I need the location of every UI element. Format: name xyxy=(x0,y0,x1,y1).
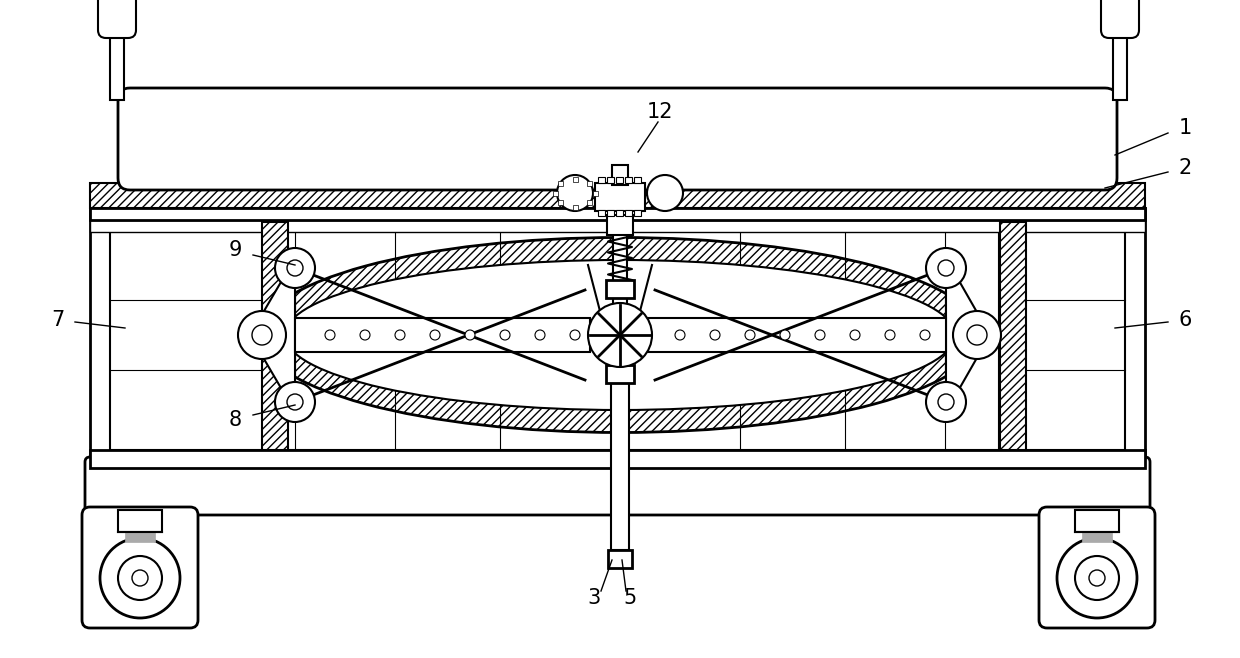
Bar xyxy=(608,215,632,235)
Text: 1: 1 xyxy=(1178,118,1192,138)
Circle shape xyxy=(780,330,790,340)
FancyBboxPatch shape xyxy=(118,88,1117,190)
Circle shape xyxy=(647,175,683,211)
Bar xyxy=(118,510,162,532)
Bar xyxy=(611,370,629,550)
FancyBboxPatch shape xyxy=(1101,0,1140,38)
Bar xyxy=(625,210,632,216)
Bar xyxy=(593,191,598,196)
Circle shape xyxy=(815,330,825,340)
Text: 6: 6 xyxy=(1178,310,1192,330)
Circle shape xyxy=(534,330,546,340)
Circle shape xyxy=(131,570,148,586)
Bar xyxy=(999,222,1025,450)
Bar xyxy=(625,177,632,183)
Circle shape xyxy=(118,556,162,600)
Circle shape xyxy=(396,330,405,340)
Circle shape xyxy=(1075,556,1118,600)
Text: 3: 3 xyxy=(588,588,600,608)
Circle shape xyxy=(937,260,954,276)
Bar xyxy=(91,183,1145,208)
Text: 12: 12 xyxy=(647,102,673,122)
Bar xyxy=(613,183,627,208)
Bar xyxy=(634,177,641,183)
Bar xyxy=(587,200,591,205)
Circle shape xyxy=(238,311,286,359)
Circle shape xyxy=(937,394,954,410)
FancyBboxPatch shape xyxy=(82,507,198,628)
Bar xyxy=(295,318,590,352)
Text: 7: 7 xyxy=(51,310,64,330)
Bar xyxy=(1075,510,1118,532)
Circle shape xyxy=(954,311,1001,359)
Circle shape xyxy=(360,330,370,340)
Bar xyxy=(91,208,1145,463)
Circle shape xyxy=(1089,570,1105,586)
Bar xyxy=(1083,532,1112,542)
Bar xyxy=(1114,20,1127,100)
Bar xyxy=(606,365,634,383)
Bar xyxy=(573,177,578,182)
Circle shape xyxy=(711,330,720,340)
Bar xyxy=(598,177,605,183)
Bar xyxy=(558,181,563,186)
Bar xyxy=(649,318,946,352)
Bar xyxy=(598,210,605,216)
Circle shape xyxy=(275,248,315,288)
Circle shape xyxy=(588,303,652,367)
Bar xyxy=(608,550,632,568)
Circle shape xyxy=(286,394,303,410)
Circle shape xyxy=(745,330,755,340)
Bar xyxy=(558,200,563,205)
Text: 9: 9 xyxy=(228,240,242,260)
Circle shape xyxy=(926,248,966,288)
Circle shape xyxy=(100,538,180,618)
Bar xyxy=(616,210,622,216)
Bar xyxy=(634,210,641,216)
Bar xyxy=(613,165,627,185)
Polygon shape xyxy=(250,258,295,412)
Circle shape xyxy=(325,330,335,340)
Text: 5: 5 xyxy=(624,588,636,608)
Circle shape xyxy=(430,330,440,340)
Circle shape xyxy=(1056,538,1137,618)
Circle shape xyxy=(967,325,987,345)
Circle shape xyxy=(500,330,510,340)
Bar xyxy=(110,20,124,100)
Bar xyxy=(91,208,1145,220)
Bar xyxy=(613,222,627,370)
Bar xyxy=(608,210,614,216)
Polygon shape xyxy=(946,258,990,412)
Bar xyxy=(606,280,634,298)
Bar xyxy=(91,220,1145,232)
Ellipse shape xyxy=(285,260,955,410)
Bar xyxy=(608,177,614,183)
Bar xyxy=(553,191,558,196)
Bar xyxy=(573,205,578,210)
Circle shape xyxy=(885,330,895,340)
Text: 2: 2 xyxy=(1178,158,1192,178)
Text: 8: 8 xyxy=(228,410,242,430)
FancyBboxPatch shape xyxy=(98,0,136,38)
Circle shape xyxy=(926,382,966,422)
Circle shape xyxy=(920,330,930,340)
Bar xyxy=(110,222,1125,450)
Circle shape xyxy=(849,330,861,340)
Bar xyxy=(587,181,591,186)
Circle shape xyxy=(557,175,593,211)
Circle shape xyxy=(675,330,684,340)
Bar xyxy=(262,222,288,450)
FancyBboxPatch shape xyxy=(86,457,1149,515)
Circle shape xyxy=(252,325,272,345)
Circle shape xyxy=(286,260,303,276)
FancyBboxPatch shape xyxy=(1039,507,1154,628)
Bar xyxy=(595,183,645,211)
Circle shape xyxy=(275,382,315,422)
Bar xyxy=(125,532,155,542)
Circle shape xyxy=(570,330,580,340)
Bar xyxy=(616,177,622,183)
Circle shape xyxy=(465,330,475,340)
Bar xyxy=(91,450,1145,468)
